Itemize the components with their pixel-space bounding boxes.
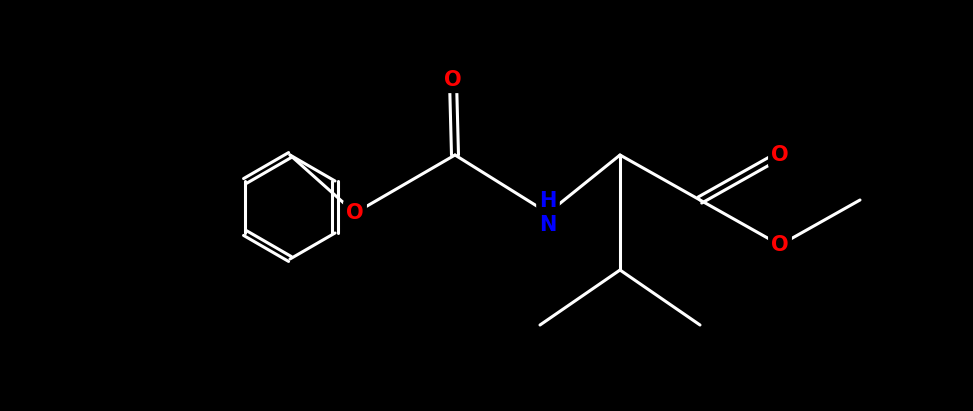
Text: O: O [346, 203, 364, 223]
Text: O: O [445, 70, 462, 90]
Text: O: O [772, 235, 789, 255]
Text: H
N: H N [539, 192, 557, 235]
Text: O: O [772, 145, 789, 165]
